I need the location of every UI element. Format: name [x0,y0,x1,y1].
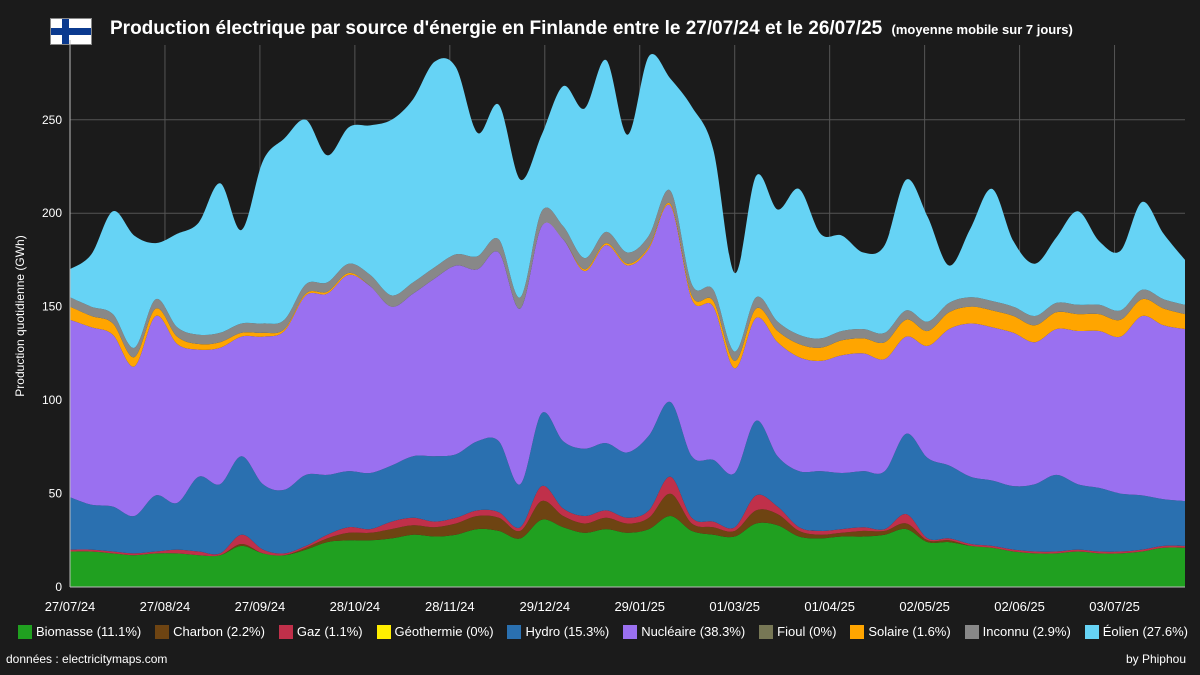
legend-swatch [507,624,522,639]
x-tick-label: 27/07/24 [45,599,96,614]
area-series-solaire [70,202,1185,369]
legend-label: Géothermie (0%) [394,624,494,639]
area-series-charbon [70,493,1185,557]
legend-swatch [1084,624,1099,639]
legend-label: Fioul (0%) [777,624,837,639]
chart-legend: Biomasse (11.1%) Charbon (2.2%) Gaz (1.1%)… [18,624,1188,639]
x-tick-label: 29/12/24 [519,599,570,614]
chart-title-text: Production électrique par source d'énerg… [110,18,883,39]
legend-swatch [155,624,170,639]
legend-item: Inconnu (2.9%) [964,624,1071,639]
x-tick-label: 03/07/25 [1089,599,1140,614]
x-tick-label: 01/04/25 [804,599,855,614]
legend-label: Biomasse (11.1%) [36,624,142,639]
data-source-note: données : electricitymaps.com [6,652,168,666]
area-series-inconnu [70,189,1185,361]
legend-item: Biomasse (11.1%) [18,624,141,639]
author-credit: by Phiphou [1125,652,1186,666]
legend-item: Solaire (1.6%) [850,624,951,639]
legend-label: Solaire (1.6%) [868,624,951,639]
legend-item: Charbon (2.2%) [155,624,265,639]
x-tick-label: 29/01/25 [614,599,665,614]
chart-subtitle: (moyenne mobile sur 7 jours) [891,22,1073,37]
y-tick-label: 250 [42,113,62,127]
area-series-éolien [70,54,1185,352]
legend-label: Inconnu (2.9%) [982,624,1071,639]
chart-title: Production électrique par source d'énerg… [110,18,1073,40]
legend-label: Hydro (15.3%) [525,624,610,639]
legend-item: Fioul (0%) [759,624,836,639]
legend-label: Nucléaire (38.3%) [641,624,746,639]
area-series-biomasse [70,515,1185,587]
x-tick-label: 28/10/24 [330,599,381,614]
x-tick-label: 01/03/25 [709,599,760,614]
legend-label: Gaz (1.1%) [296,624,363,639]
x-tick-label: 02/05/25 [899,599,950,614]
x-tick-label: 28/11/24 [425,599,475,614]
legend-item: Géothermie (0%) [376,624,494,639]
legend-swatch [759,624,774,639]
stacked-area-chart: 0 50 100 150 200 250 27/07/24 27/08/24 27/09/24 2… [13,40,1185,614]
y-tick-label: 100 [42,393,62,407]
y-axis-label: Production quotidienne (GWh) [13,235,27,396]
legend-swatch [278,624,293,639]
legend-swatch [850,624,865,639]
legend-label: Charbon (2.2%) [173,624,265,639]
legend-item: Nucléaire (38.3%) [623,624,745,639]
legend-swatch [623,624,638,639]
legend-swatch [376,624,391,639]
legend-swatch [964,624,979,639]
legend-swatch [18,624,32,639]
area-series-nucléaire [70,204,1185,517]
y-tick-label: 50 [49,487,63,501]
legend-item: Hydro (15.3%) [507,624,609,639]
x-tick-label: 27/08/24 [140,599,191,614]
legend-label: Éolien (27.6%) [1102,624,1188,639]
x-tick-label: 27/09/24 [235,599,286,614]
finland-flag-icon [50,18,92,45]
x-tick-label: 02/06/25 [994,599,1045,614]
legend-item: Gaz (1.1%) [278,624,363,639]
y-tick-label: 200 [42,206,62,220]
y-tick-label: 150 [42,300,62,314]
y-tick-label: 0 [55,580,62,594]
legend-item: Éolien (27.6%) [1084,624,1188,639]
area-series-hydro [70,401,1185,555]
